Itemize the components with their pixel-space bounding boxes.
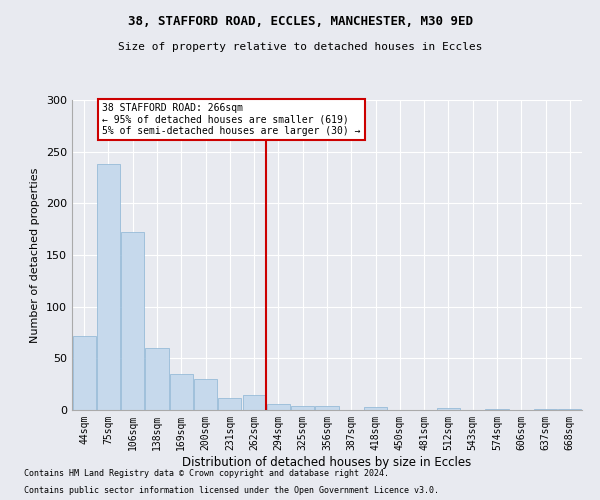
Bar xyxy=(485,409,509,410)
Bar xyxy=(121,232,144,410)
Bar xyxy=(218,398,241,410)
Bar xyxy=(194,379,217,410)
Bar xyxy=(291,406,314,410)
Bar xyxy=(534,409,557,410)
Text: 38, STAFFORD ROAD, ECCLES, MANCHESTER, M30 9ED: 38, STAFFORD ROAD, ECCLES, MANCHESTER, M… xyxy=(128,15,473,28)
Bar xyxy=(437,408,460,410)
Text: Contains public sector information licensed under the Open Government Licence v3: Contains public sector information licen… xyxy=(24,486,439,495)
Text: Size of property relative to detached houses in Eccles: Size of property relative to detached ho… xyxy=(118,42,482,52)
Text: 38 STAFFORD ROAD: 266sqm
← 95% of detached houses are smaller (619)
5% of semi-d: 38 STAFFORD ROAD: 266sqm ← 95% of detach… xyxy=(103,103,361,136)
Bar xyxy=(97,164,120,410)
Y-axis label: Number of detached properties: Number of detached properties xyxy=(31,168,40,342)
Text: Contains HM Land Registry data © Crown copyright and database right 2024.: Contains HM Land Registry data © Crown c… xyxy=(24,468,389,477)
Bar xyxy=(364,407,387,410)
Bar xyxy=(559,409,581,410)
X-axis label: Distribution of detached houses by size in Eccles: Distribution of detached houses by size … xyxy=(182,456,472,468)
Bar xyxy=(316,406,338,410)
Bar xyxy=(170,374,193,410)
Bar xyxy=(73,336,95,410)
Bar xyxy=(242,394,266,410)
Bar xyxy=(267,404,290,410)
Bar xyxy=(145,348,169,410)
